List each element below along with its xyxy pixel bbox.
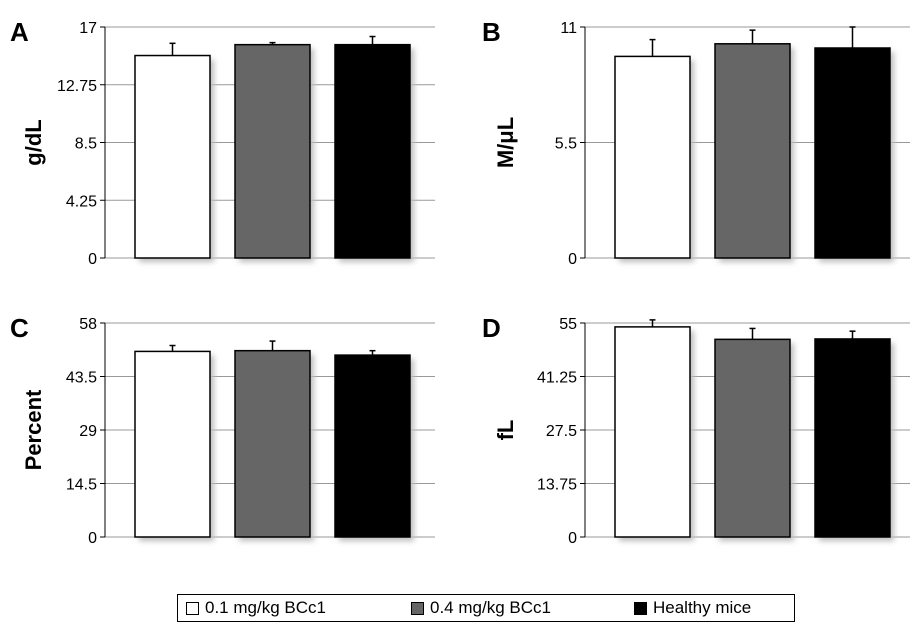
- bar: [814, 47, 891, 259]
- legend-label-low-dose: 0.1 mg/kg BCc1: [205, 598, 326, 617]
- y-tick-label: 13.75: [537, 477, 577, 494]
- y-tick-label: 12.75: [57, 78, 97, 95]
- y-tick-label: 5.5: [555, 136, 577, 153]
- bar: [134, 350, 211, 538]
- bar: [614, 55, 691, 259]
- bar: [334, 354, 411, 538]
- bar: [234, 349, 311, 538]
- y-tick-label: 11: [560, 20, 577, 37]
- panel-letter: B: [482, 17, 501, 47]
- panel-b: 0 5.5 11 B M/μL: [482, 17, 910, 268]
- bar: [134, 54, 211, 259]
- legend-label-healthy: Healthy mice: [653, 598, 752, 617]
- legend-item-healthy: Healthy mice: [634, 598, 751, 618]
- y-tick-label: 8.5: [75, 136, 97, 153]
- panel-d: 0 13.75 27.5 41.25 55 DfL: [482, 313, 910, 547]
- legend-swatch-high-dose: [411, 601, 424, 615]
- bar: [714, 43, 791, 259]
- y-axis-label: g/dL: [21, 119, 46, 165]
- y-axis-label: Percent: [21, 389, 46, 470]
- legend-label-high-dose: 0.4 mg/kg BCc1: [430, 598, 551, 617]
- y-tick-label: 14.5: [66, 477, 97, 494]
- panel-letter: C: [10, 313, 29, 343]
- y-tick-label: 55: [559, 316, 577, 333]
- bar: [814, 338, 891, 538]
- bar: [714, 338, 791, 538]
- bar: [234, 43, 311, 259]
- legend-item-high-dose: 0.4 mg/kg BCc1: [411, 598, 551, 618]
- legend-swatch-healthy: [634, 601, 647, 615]
- panel-a: 0 4.25 8.5 12.75 17 Ag/dL: [10, 17, 435, 268]
- y-tick-label: 0: [568, 251, 577, 268]
- y-tick-label: 29: [79, 423, 97, 440]
- bar: [334, 43, 411, 259]
- y-tick-label: 0: [88, 251, 97, 268]
- bar: [614, 326, 691, 538]
- figure: 0 4.25 8.5 12.75 17 Ag/dL 0 5.5 11 B M/μL 0 14.5 29 43…: [10, 17, 910, 547]
- legend-swatch-low-dose: [186, 601, 199, 615]
- panel-c: 0 14.5 29 43.5 58 C Percent: [10, 313, 435, 547]
- y-axis-label: fL: [493, 420, 518, 441]
- y-axis-label: M/μL: [493, 117, 518, 168]
- y-tick-label: 0: [568, 530, 577, 547]
- y-tick-label: 27.5: [546, 423, 577, 440]
- panel-letter: D: [482, 313, 501, 343]
- legend-item-low-dose: 0.1 mg/kg BCc1: [186, 598, 326, 618]
- legend: 0.1 mg/kg BCc1 0.4 mg/kg BCc1 Healthy mi…: [177, 594, 795, 622]
- y-tick-label: 41.25: [537, 370, 577, 387]
- y-tick-label: 17: [79, 20, 97, 37]
- y-tick-label: 0: [88, 530, 97, 547]
- y-tick-label: 43.5: [66, 370, 97, 387]
- y-tick-label: 4.25: [66, 193, 97, 210]
- panel-letter: A: [10, 17, 29, 47]
- y-tick-label: 58: [79, 316, 97, 333]
